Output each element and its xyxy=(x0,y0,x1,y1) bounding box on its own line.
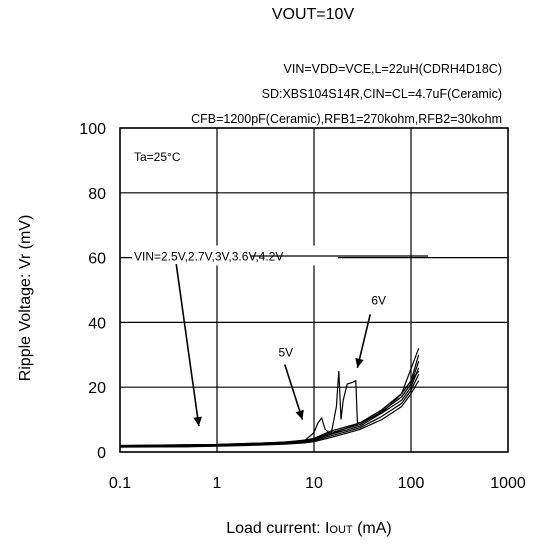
x-tick-label: 1000 xyxy=(490,475,526,492)
chart-title: VOUT=10V xyxy=(271,6,355,23)
y-tick-label: 80 xyxy=(88,186,106,203)
series-line-3 xyxy=(119,367,420,448)
tick-labels: 0.1 1 10 100 1000 0 20 40 60 80 100 xyxy=(79,121,526,492)
vin-arrow-head xyxy=(193,416,202,427)
y-tick-label: 20 xyxy=(88,380,106,397)
x-axis-label-subscript: OUT xyxy=(329,524,353,536)
x-tick-label: 0.1 xyxy=(109,475,131,492)
y-tick-label: 0 xyxy=(97,445,106,462)
vin-label-bg xyxy=(132,245,338,266)
arrow-6v-shaft xyxy=(356,314,372,368)
series-line-2 xyxy=(119,373,420,448)
series-line-4 xyxy=(119,361,420,447)
x-tick-label: 100 xyxy=(398,475,425,492)
series-line-7 xyxy=(119,348,420,447)
vin-group-label: VIN=2.5V,2.7V,3V,3.6V,4.2V xyxy=(134,250,283,264)
series-line-5 xyxy=(119,354,420,447)
temperature-label-bg xyxy=(128,142,202,168)
chart-grid xyxy=(119,127,509,453)
series-line-1 xyxy=(119,380,420,448)
temperature-label: Ta=25°C xyxy=(134,150,181,164)
x-axis-label-main: Load current: I xyxy=(226,520,330,537)
y-tick-label: 60 xyxy=(88,251,106,268)
condition-line-3: CFB=1200pF(Ceramic),RFB1=270kohm,RFB2=30… xyxy=(191,112,502,126)
condition-line-2: SD:XBS104S14R,CIN=CL=4.7uF(Ceramic) xyxy=(261,87,502,101)
arrow-5v-shaft xyxy=(284,364,304,420)
arrow-6v-head xyxy=(355,358,364,368)
condition-line-1: VIN=VDD=VCE,L=22uH(CDRH4D18C) xyxy=(283,62,502,76)
series-line-6 xyxy=(119,370,420,447)
x-tick-label: 1 xyxy=(213,475,222,492)
label-5v: 5V xyxy=(278,345,293,359)
arrow-5v-head xyxy=(295,409,304,420)
plot-frame xyxy=(119,127,509,453)
label-6v: 6V xyxy=(371,294,386,308)
annotations: Ta=25°C VIN=2.5V,2.7V,3V,3.6V,4.2V 5V 6V xyxy=(128,142,428,427)
y-tick-label: 100 xyxy=(79,121,106,138)
chart-series-group xyxy=(119,348,420,448)
vin-arrow-shaft xyxy=(175,263,200,427)
x-axis-label: Load current: IOUT (mA) xyxy=(0,520,534,538)
y-tick-label: 40 xyxy=(88,315,106,332)
x-tick-label: 10 xyxy=(305,475,323,492)
x-axis-label-unit: (mA) xyxy=(352,520,392,537)
